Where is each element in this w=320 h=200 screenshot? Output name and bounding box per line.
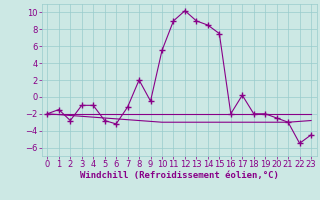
X-axis label: Windchill (Refroidissement éolien,°C): Windchill (Refroidissement éolien,°C) xyxy=(80,171,279,180)
